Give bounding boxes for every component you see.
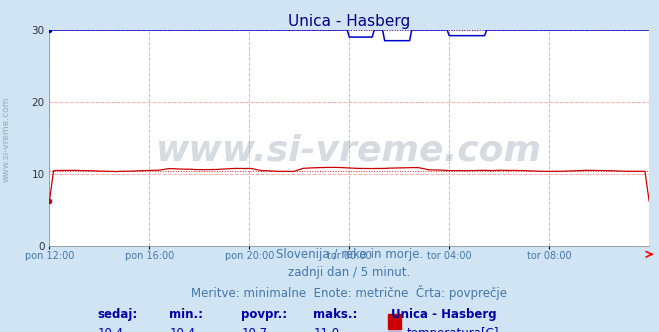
- Text: 10,7: 10,7: [241, 327, 268, 332]
- Text: povpr.:: povpr.:: [241, 308, 287, 321]
- Text: maks.:: maks.:: [313, 308, 358, 321]
- Text: 10,4: 10,4: [98, 327, 123, 332]
- Text: www.si-vreme.com: www.si-vreme.com: [156, 134, 542, 168]
- Bar: [388, 314, 401, 329]
- Text: sedaj:: sedaj:: [98, 308, 138, 321]
- Text: 10,4: 10,4: [169, 327, 196, 332]
- Text: www.si-vreme.com: www.si-vreme.com: [2, 97, 11, 182]
- Text: Slovenija / reke in morje.: Slovenija / reke in morje.: [275, 248, 423, 261]
- Text: Meritve: minimalne  Enote: metrične  Črta: povprečje: Meritve: minimalne Enote: metrične Črta:…: [191, 285, 507, 300]
- Text: temperatura[C]: temperatura[C]: [406, 327, 499, 332]
- Title: Unica - Hasberg: Unica - Hasberg: [288, 14, 411, 29]
- Text: 11,0: 11,0: [313, 327, 339, 332]
- Text: zadnji dan / 5 minut.: zadnji dan / 5 minut.: [288, 266, 411, 280]
- Text: Unica - Hasberg: Unica - Hasberg: [391, 308, 497, 321]
- Text: min.:: min.:: [169, 308, 204, 321]
